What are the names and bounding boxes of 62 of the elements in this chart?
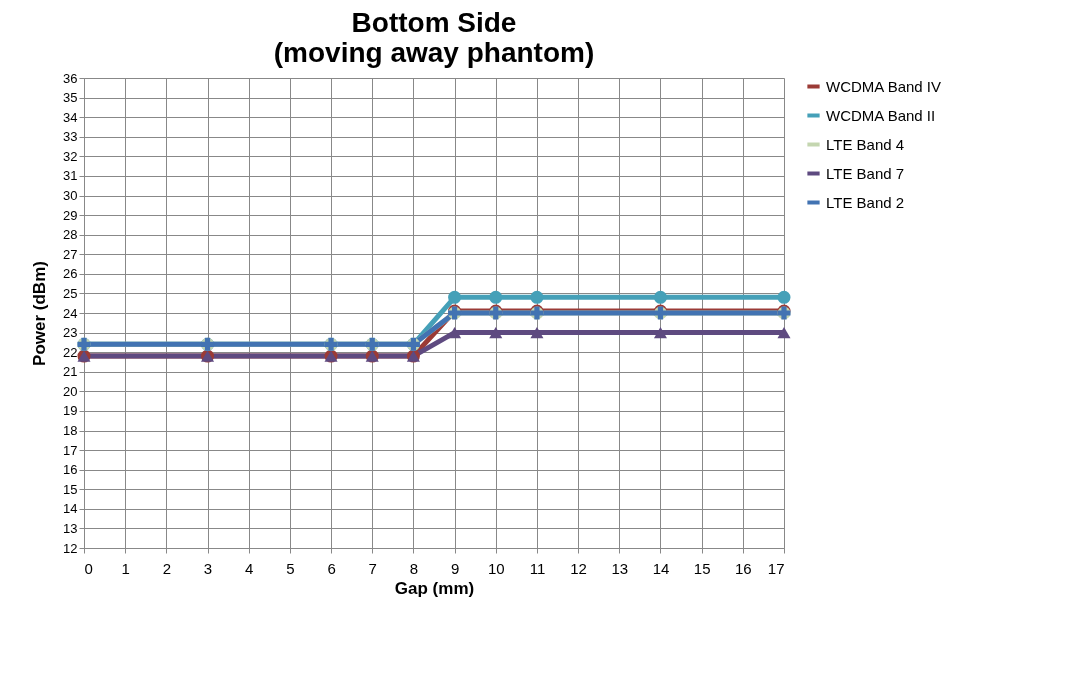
y-tick-label: 16 [63, 462, 78, 478]
x-tick-label: 8 [409, 559, 419, 577]
text: Bottom Side [351, 7, 517, 38]
x-tick-label: 0 [84, 559, 93, 577]
x-tick-label: 13 [611, 559, 629, 577]
point [448, 290, 462, 304]
y-tick-label: 14 [63, 501, 78, 517]
text: (moving away phantom) [273, 37, 595, 68]
x-tick-label: 9 [450, 559, 460, 577]
point [653, 326, 667, 339]
point [777, 326, 791, 339]
y-tick-label: 17 [63, 442, 78, 458]
point [777, 290, 791, 304]
x-tick-label: 4 [245, 559, 254, 577]
x-tick-label: 3 [203, 559, 213, 577]
legend-label: WCDMA Band IV [826, 77, 942, 95]
y-tick-label: 21 [63, 364, 78, 380]
x-tick-label: 2 [162, 559, 172, 577]
x-tick-label: 7 [368, 559, 377, 577]
y-tick-label: 12 [63, 540, 78, 556]
point [653, 290, 667, 304]
point [489, 290, 503, 304]
y-tick-label: 31 [63, 168, 78, 184]
y-tick-label: 30 [63, 188, 78, 203]
y-tick-label: 24 [63, 305, 78, 321]
x-tick-label: 10 [487, 559, 505, 577]
y-tick-label: 34 [63, 109, 78, 125]
legend-label: LTE Band 7 [826, 164, 905, 182]
y-tick-label: 29 [63, 207, 78, 223]
x-axis-title: Gap (mm) [394, 578, 475, 598]
point [448, 326, 462, 339]
legend-label: LTE Band 2 [826, 193, 905, 211]
x-tick-label: 12 [570, 559, 587, 577]
y-tick-label: 22 [63, 344, 78, 360]
x-tick-label: 5 [286, 559, 295, 577]
point [530, 290, 544, 304]
x-tick-label: 1 [121, 559, 130, 577]
y-tick-label: 23 [63, 325, 78, 341]
y-tick-label: 28 [63, 227, 78, 243]
y-tick-label: 15 [63, 481, 78, 497]
y-tick-label: 33 [63, 129, 78, 145]
x-tick-label: 6 [327, 559, 336, 577]
x-tick-label: 15 [693, 559, 711, 577]
y-tick-label: 36 [63, 70, 78, 86]
y-tick-label: 19 [63, 403, 78, 419]
point [530, 326, 544, 339]
y-tick-label: 26 [63, 266, 78, 282]
x-tick-label: 14 [652, 559, 670, 577]
y-tick-label: 27 [63, 246, 78, 262]
x-tick-label: 11 [529, 559, 546, 577]
y-tick-label: 20 [63, 383, 78, 399]
y-tick-label: 25 [63, 285, 78, 301]
y-tick-label: 35 [63, 90, 78, 106]
y-tick-label: 32 [63, 148, 78, 164]
y-tick-label: 13 [63, 520, 78, 536]
x-tick-label: 17 [767, 559, 785, 577]
x-tick-label: 16 [734, 559, 752, 577]
legend-label: LTE Band 4 [826, 135, 905, 153]
legend-label: WCDMA Band II [826, 106, 936, 124]
y-tick-label: 18 [63, 423, 78, 438]
point [489, 326, 503, 339]
y-axis-title: Power (dBm) [30, 261, 50, 366]
